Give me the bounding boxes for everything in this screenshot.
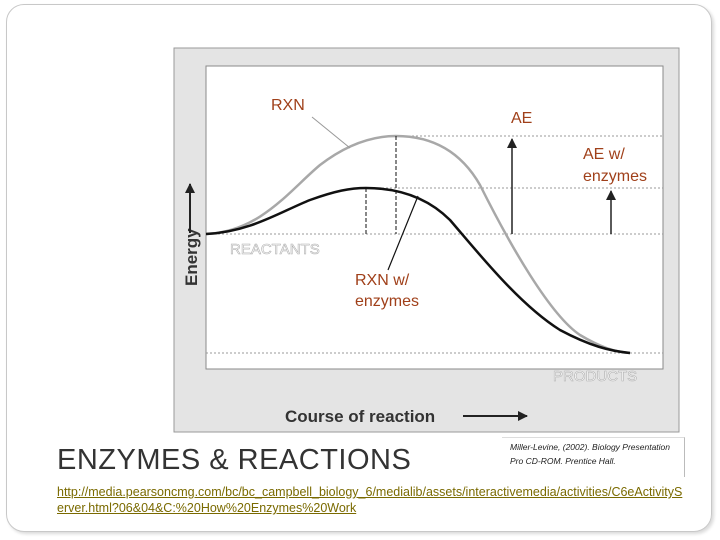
label-ae-enzymes-line1: AE w/ bbox=[583, 146, 625, 163]
slide-frame bbox=[6, 4, 712, 532]
label-products: PRODUCTS bbox=[553, 368, 637, 385]
credit-line1: Miller-Levine, (2002). Biology Presentat… bbox=[510, 442, 671, 452]
credit-box: Miller-Levine, (2002). Biology Presentat… bbox=[502, 437, 685, 477]
label-ae: AE bbox=[511, 110, 532, 127]
rxn-pointer-line bbox=[311, 116, 351, 149]
rxn-enzymes-pointer-line bbox=[387, 195, 419, 271]
uncatalyzed-curve bbox=[205, 134, 631, 355]
label-ae-enzymes-line2: enzymes bbox=[583, 168, 647, 185]
label-rxn-enzymes-line1: RXN w/ bbox=[355, 272, 410, 289]
y-axis-label: Energy bbox=[182, 228, 201, 286]
label-rxn-enzymes-line2: enzymes bbox=[355, 293, 419, 310]
label-reactants: REACTANTS bbox=[230, 241, 320, 258]
activity-link[interactable]: http://media.pearsoncmg.com/bc/bc_campbe… bbox=[57, 485, 683, 515]
catalyzed-curve bbox=[205, 186, 631, 355]
slide-title: ENZYMES & REACTIONS bbox=[57, 444, 412, 476]
credit-line2: Pro CD-ROM. Prentice Hall. bbox=[510, 456, 616, 466]
label-rxn: RXN bbox=[271, 97, 305, 114]
x-axis-label: Course of reaction bbox=[285, 407, 435, 426]
plot-area bbox=[205, 65, 664, 370]
